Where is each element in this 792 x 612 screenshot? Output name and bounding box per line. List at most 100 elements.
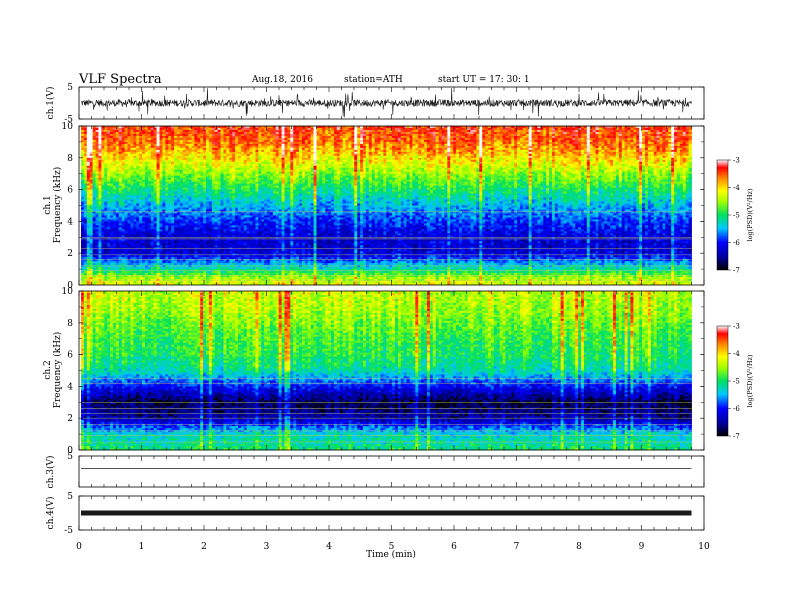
spectrogram-cell	[418, 127, 422, 131]
spectrogram-cell	[426, 129, 431, 133]
spectrogram-cell	[528, 131, 533, 135]
spectrogram-cell	[176, 143, 181, 147]
spectrogram-cell	[235, 131, 239, 135]
spectrogram-cell	[92, 143, 96, 147]
spectrogram-cell	[328, 141, 332, 145]
spectrogram-cell	[229, 153, 233, 157]
spectrogram-cell	[644, 139, 649, 143]
spectrogram-cell	[604, 127, 608, 131]
spectrogram-cell	[426, 135, 431, 139]
spectrogram-cell	[650, 141, 655, 145]
spectrogram-cell	[374, 143, 378, 147]
spectrogram-cell	[322, 151, 326, 155]
spectrogram-cell	[522, 145, 527, 149]
spectrogram-cell	[624, 143, 628, 147]
spectrogram-cell	[162, 145, 166, 149]
spectrogram-cell	[223, 153, 227, 157]
spectrogram-cell	[351, 145, 355, 149]
spectrogram-cell	[621, 129, 626, 133]
spectrogram-cell	[543, 147, 547, 151]
spectrogram-cell	[456, 137, 460, 141]
spectrogram-cell	[537, 131, 541, 135]
spectrogram-cell	[368, 126, 373, 129]
spectrogram-cell	[630, 126, 634, 129]
spectrogram-cell	[386, 137, 390, 141]
spectrogram-cell	[642, 139, 646, 143]
spectrogram-cell	[214, 141, 219, 145]
spectrogram-cell	[171, 147, 175, 151]
spectrogram-cell	[644, 141, 649, 145]
spectrogram-cell	[171, 151, 175, 155]
spectrogram-cell	[604, 139, 608, 143]
spectrogram-cell	[633, 137, 637, 141]
spectrogram-cell	[118, 149, 123, 153]
spectrogram-cell	[194, 141, 198, 145]
spectrogram-cell	[92, 131, 96, 135]
spectrogram-cell	[601, 141, 605, 145]
spectrogram-cell	[206, 126, 210, 129]
spectrogram-cell	[246, 133, 251, 137]
spectrogram-cell	[514, 131, 518, 135]
spectrogram-cell	[345, 131, 349, 135]
spectrogram-cell	[162, 141, 166, 145]
spectrogram-cell	[301, 133, 306, 137]
spectrogram-cell	[400, 141, 405, 145]
header-station: station=ATH	[344, 75, 403, 85]
spectrogram-cell	[252, 133, 256, 137]
spectrogram-cell	[578, 143, 582, 147]
spectrogram-cell	[293, 131, 297, 135]
spectrogram-cell	[546, 149, 550, 153]
spectrogram-cell	[182, 133, 187, 137]
spectrogram-cell	[377, 147, 381, 151]
spectrogram-cell	[610, 143, 614, 147]
spectrogram-cell	[607, 141, 611, 145]
spectrogram-cell	[121, 151, 126, 155]
spectrogram-cell	[351, 126, 355, 129]
spectrogram-cell	[531, 145, 535, 149]
spectrogram-cell	[95, 149, 99, 153]
spectrogram-cell	[110, 139, 114, 143]
spectrogram-cell	[482, 147, 486, 151]
spectrogram-cell	[107, 135, 111, 139]
spectrogram-cell	[630, 127, 634, 131]
spectrogram-cell	[197, 133, 201, 137]
spectrogram-cell	[319, 147, 323, 151]
spectrogram-cell	[575, 147, 579, 151]
spectrogram-cell	[607, 126, 611, 129]
spectrogram-cell	[464, 135, 469, 139]
spectrogram-cell	[217, 127, 221, 131]
spectrogram-cell	[351, 147, 355, 151]
spectrogram-cell	[528, 143, 533, 147]
spectrogram-cell	[342, 147, 346, 151]
spectrogram-cell	[83, 129, 88, 133]
spectrogram-cell	[676, 143, 681, 147]
spectrogram-cell	[470, 147, 474, 151]
spectrogram-cell	[322, 139, 326, 143]
spectrogram-cell	[214, 151, 219, 155]
spectrogram-cell	[618, 133, 623, 137]
spectrogram-cell	[307, 147, 312, 151]
spectrogram-cell	[345, 151, 349, 155]
spectrogram-cell	[258, 126, 262, 129]
spectrogram-cell	[511, 131, 515, 135]
spectrogram-cell	[418, 147, 422, 151]
spectrogram-cell	[214, 139, 219, 143]
spectrogram-cell	[424, 135, 428, 139]
spectrogram-cell	[624, 147, 628, 151]
spectrogram-cell	[415, 149, 419, 153]
spectrogram-cell	[127, 133, 131, 137]
spectrogram-cell	[566, 147, 570, 151]
spectrogram-cell	[447, 133, 451, 137]
spectrogram-cell	[397, 149, 402, 153]
spectrogram-cell	[374, 149, 378, 153]
spectrogram-cell	[142, 153, 146, 157]
spectrogram-cell	[220, 129, 224, 133]
spectrogram-cell	[467, 129, 471, 133]
spectrogram-cell	[604, 135, 608, 139]
spectrogram-cell	[156, 141, 160, 145]
spectrogram-cell	[156, 139, 160, 143]
spectrogram-cell	[319, 129, 323, 133]
spectrogram-cell	[662, 137, 666, 141]
spectrogram-cell	[467, 133, 471, 137]
spectrogram-cell	[453, 147, 457, 151]
